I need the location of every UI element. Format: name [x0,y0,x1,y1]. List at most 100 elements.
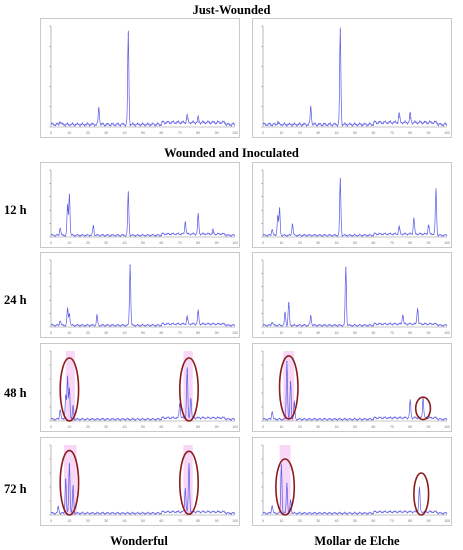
column-label-wonderful: Wonderful [110,534,168,548]
chromatogram-svg: 0 10 20 30 40 50 60 70 80 90 100 [261,25,450,135]
peak-point [291,224,294,226]
x-tick-label: 50 [353,425,357,429]
x-tick-label: 0 [262,425,264,429]
x-tick-label: 90 [215,241,219,245]
x-tick-label: 80 [196,425,200,429]
chromatogram-svg: 0 10 20 30 40 50 60 70 80 90 100 [49,444,238,523]
x-tick-label: 80 [408,241,412,245]
peak-point [188,465,190,467]
chromatogram-panel-just-wounded-wonderful: 0 10 20 30 40 50 60 70 80 90 100 [40,18,240,138]
peak-point [184,489,186,492]
chromatogram-svg: 0 10 20 30 40 50 60 70 80 90 100 [49,350,238,429]
chromatogram-panel-72h-wonderful: 0 10 20 30 40 50 60 70 80 90 100 [40,437,240,526]
peak-point [271,322,273,324]
peak-point [59,409,61,412]
x-tick-label: 90 [215,331,219,335]
x-tick-label: 10 [67,131,71,135]
highlight-ellipse [275,458,296,516]
x-tick-label: 30 [104,241,108,245]
peak-point [428,226,430,228]
chromatogram-trace [50,462,236,516]
x-tick-label: 30 [316,519,320,523]
peak-point [286,360,288,363]
x-tick-label: 50 [353,241,357,245]
x-tick-label: 50 [141,425,145,429]
x-tick-label: 60 [159,241,163,245]
row-label-48h: 48 h [4,386,27,400]
chromatogram-svg: 0 10 20 30 40 50 60 70 80 90 100 [49,259,238,335]
chromatogram-trace [262,27,448,128]
peak-point [413,219,415,221]
peak-point [65,395,67,398]
x-tick-label: 20 [298,331,302,335]
peak-point [280,465,282,467]
peak-point [197,313,199,315]
peak-point [409,402,411,405]
peak-point [197,121,199,123]
x-tick-label: 60 [159,131,163,135]
x-tick-label: 60 [159,519,163,523]
row-label-24h: 24 h [4,293,27,307]
x-tick-label: 100 [444,519,450,523]
x-tick-label: 70 [390,425,394,429]
x-tick-label: 60 [371,331,375,335]
peak-point [66,378,69,380]
x-tick-label: 0 [262,519,264,523]
x-tick-label: 100 [232,241,238,245]
peak-point [435,191,437,193]
x-tick-label: 10 [279,131,283,135]
x-tick-label: 70 [178,519,182,523]
highlight-ellipse [414,396,432,421]
peak-point [92,226,94,228]
peak-point [339,179,341,181]
x-tick-label: 50 [141,519,145,523]
highlight-band [65,351,75,421]
x-tick-label: 70 [390,241,394,245]
x-tick-label: 30 [104,425,108,429]
x-tick-label: 90 [427,241,431,245]
peak-point [409,117,411,119]
chromatogram-svg: 0 10 20 30 40 50 60 70 80 90 100 [49,25,238,135]
x-tick-label: 90 [427,131,431,135]
x-tick-label: 50 [353,519,357,523]
chromatogram-trace [50,264,236,328]
highlight-ellipse [413,472,430,516]
x-tick-label: 40 [123,519,127,523]
peak-point [293,402,295,405]
peak-point [68,464,70,466]
highlight-ellipse [179,357,200,422]
chromatogram-svg: 0 10 20 30 40 50 60 70 80 90 100 [261,169,450,245]
x-tick-label: 90 [427,425,431,429]
x-tick-label: 100 [232,131,238,135]
peak-point [277,123,279,125]
peak-point [278,209,281,211]
chromatogram-svg: 0 10 20 30 40 50 60 70 80 90 100 [49,169,238,245]
peak-point [186,318,188,320]
chromatogram-panel-just-wounded-mollar: 0 10 20 30 40 50 60 70 80 90 100 [252,18,452,138]
peak-point [57,507,59,509]
row-label-12h: 12 h [4,203,27,217]
x-tick-label: 0 [50,425,52,429]
peak-point [68,314,70,316]
x-tick-label: 30 [316,241,320,245]
chromatogram-panel-48h-mollar: 0 10 20 30 40 50 60 70 80 90 100 [252,343,452,432]
x-tick-label: 30 [104,131,108,135]
peak-point [271,506,273,508]
x-tick-label: 40 [123,331,127,335]
peak-point [398,116,400,118]
x-tick-label: 40 [335,331,339,335]
x-tick-label: 60 [371,131,375,135]
peak-point [186,370,188,372]
highlight-band [279,445,291,515]
chromatogram-trace [262,266,448,328]
peak-point [310,316,312,318]
chromatogram-panel-72h-mollar: 0 10 20 30 40 50 60 70 80 90 100 [252,437,452,526]
x-tick-label: 10 [67,241,71,245]
peak-point [59,321,61,323]
x-tick-label: 30 [316,131,320,135]
chromatogram-panel-24h-wonderful: 0 10 20 30 40 50 60 70 80 90 100 [40,252,240,338]
peak-point [72,406,74,408]
x-tick-label: 100 [232,519,238,523]
highlight-ellipse [179,450,200,516]
peak-point [290,381,292,384]
